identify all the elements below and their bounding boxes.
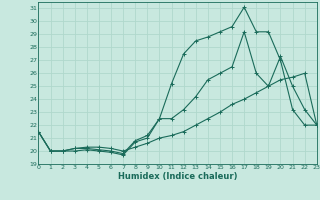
X-axis label: Humidex (Indice chaleur): Humidex (Indice chaleur) (118, 172, 237, 181)
